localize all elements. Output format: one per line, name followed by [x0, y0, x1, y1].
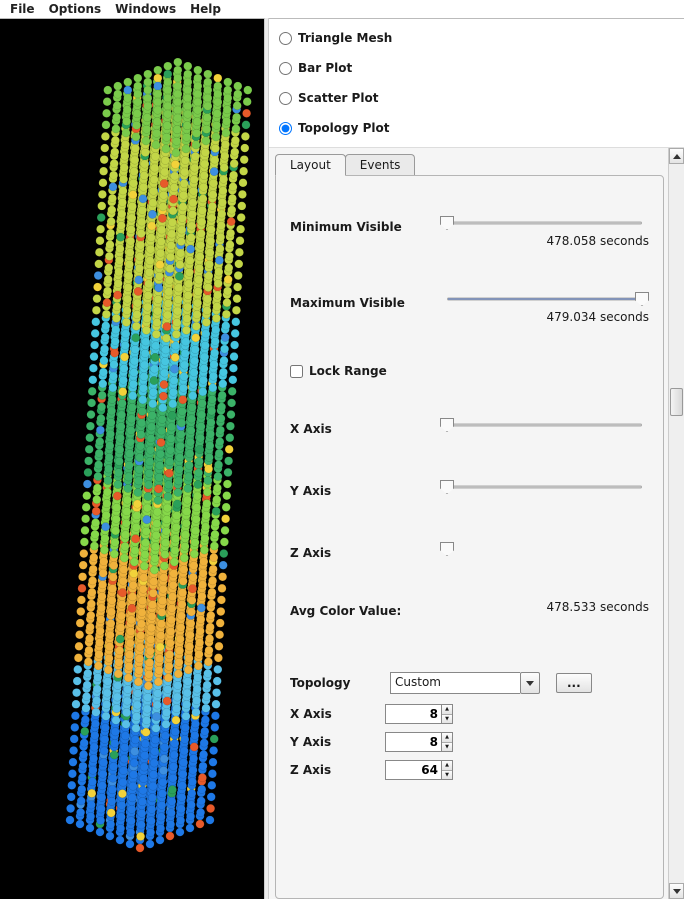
field-topo-y: Y Axis ▲▼ — [290, 732, 649, 752]
plot-type-group: Triangle Mesh Bar Plot Scatter Plot Topo… — [269, 19, 684, 147]
tab-events[interactable]: Events — [345, 154, 416, 175]
topology-label: Topology — [290, 676, 382, 690]
max-visible-value: 479.034 seconds — [440, 310, 649, 324]
radio-label: Triangle Mesh — [298, 31, 392, 45]
spinner-up-icon[interactable]: ▲ — [442, 705, 452, 715]
radio-label: Bar Plot — [298, 61, 352, 75]
field-x-axis: X Axis — [290, 418, 649, 436]
topo-z-label: Z Axis — [290, 763, 385, 777]
menu-help[interactable]: Help — [184, 1, 227, 17]
field-topology: Topology Custom ... — [290, 672, 649, 694]
menu-windows[interactable]: Windows — [109, 1, 182, 17]
topo-y-label: Y Axis — [290, 735, 385, 749]
menu-file[interactable]: File — [4, 1, 41, 17]
topology-browse-button[interactable]: ... — [556, 673, 592, 693]
topology-value: Custom — [390, 672, 520, 694]
topo-z-spinner[interactable]: ▲▼ — [385, 760, 453, 780]
max-visible-slider[interactable] — [440, 292, 649, 306]
radio-triangle-mesh[interactable]: Triangle Mesh — [279, 31, 674, 45]
field-avg-color: Avg Color Value: 478.533 seconds — [290, 600, 649, 618]
min-visible-value: 478.058 seconds — [440, 234, 649, 248]
radio-topology-plot[interactable]: Topology Plot — [279, 121, 674, 135]
topo-x-spinner[interactable]: ▲▼ — [385, 704, 453, 724]
field-max-visible: Maximum Visible 479.034 seconds — [290, 292, 649, 324]
field-y-axis: Y Axis — [290, 480, 649, 498]
topo-x-input[interactable] — [385, 704, 441, 724]
field-z-axis: Z Axis — [290, 542, 649, 560]
x-axis-slider[interactable] — [440, 418, 649, 432]
viewport-3d[interactable] — [0, 18, 264, 899]
max-visible-label: Maximum Visible — [290, 292, 440, 310]
spinner-down-icon[interactable]: ▼ — [442, 743, 452, 752]
min-visible-label: Minimum Visible — [290, 216, 440, 234]
x-axis-label: X Axis — [290, 418, 440, 436]
radio-scatter-plot[interactable]: Scatter Plot — [279, 91, 674, 105]
topology-select[interactable]: Custom — [390, 672, 540, 694]
field-topo-z: Z Axis ▲▼ — [290, 760, 649, 780]
radio-label: Scatter Plot — [298, 91, 378, 105]
radio-bar-plot[interactable]: Bar Plot — [279, 61, 674, 75]
field-min-visible: Minimum Visible 478.058 seconds — [290, 216, 649, 248]
spinner-up-icon[interactable]: ▲ — [442, 733, 452, 743]
radio-label: Topology Plot — [298, 121, 390, 135]
z-axis-label: Z Axis — [290, 542, 440, 560]
lock-range-checkbox[interactable]: Lock Range — [290, 364, 649, 378]
spinner-down-icon[interactable]: ▼ — [442, 715, 452, 724]
field-topo-x: X Axis ▲▼ — [290, 704, 649, 724]
scrollbar-vertical[interactable] — [668, 148, 684, 899]
tab-content-layout: Minimum Visible 478.058 seconds Maximum … — [275, 175, 664, 899]
topo-y-input[interactable] — [385, 732, 441, 752]
scroll-down-icon[interactable] — [669, 883, 684, 899]
spinner-up-icon[interactable]: ▲ — [442, 761, 452, 771]
menu-options[interactable]: Options — [43, 1, 108, 17]
topo-z-input[interactable] — [385, 760, 441, 780]
topo-y-spinner[interactable]: ▲▼ — [385, 732, 453, 752]
right-panel: Triangle Mesh Bar Plot Scatter Plot Topo… — [269, 18, 684, 899]
topo-x-label: X Axis — [290, 707, 385, 721]
tab-layout[interactable]: Layout — [275, 154, 346, 176]
spinner-down-icon[interactable]: ▼ — [442, 771, 452, 780]
tab-bar: Layout Events — [275, 154, 664, 175]
scroll-up-icon[interactable] — [669, 148, 684, 164]
lock-range-label: Lock Range — [309, 364, 387, 378]
menubar: File Options Windows Help — [0, 0, 684, 18]
avg-color-label: Avg Color Value: — [290, 600, 440, 618]
chevron-down-icon[interactable] — [520, 672, 540, 694]
scrollbar-thumb[interactable] — [670, 388, 683, 416]
avg-color-value: 478.533 seconds — [440, 600, 649, 614]
y-axis-slider[interactable] — [440, 480, 649, 494]
min-visible-slider[interactable] — [440, 216, 649, 230]
y-axis-label: Y Axis — [290, 480, 440, 498]
z-axis-slider[interactable] — [440, 542, 456, 556]
